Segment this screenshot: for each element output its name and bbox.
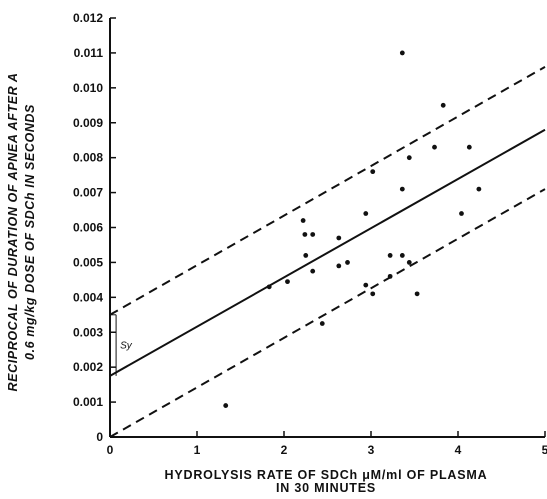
data-point <box>266 284 272 290</box>
y-tick-label: 0.011 <box>74 46 104 60</box>
data-point <box>336 235 342 241</box>
data-point <box>399 186 405 192</box>
y-axis-title-line1: RECIPROCAL OF DURATION OF APNEA AFTER A <box>6 73 20 392</box>
regression-lines <box>109 66 546 438</box>
data-point <box>303 253 309 258</box>
data-point <box>363 282 369 288</box>
data-point <box>310 268 316 274</box>
y-tick-label: 0.003 <box>73 325 103 339</box>
data-point <box>414 291 420 297</box>
data-point <box>399 253 405 258</box>
regression-line <box>109 128 546 377</box>
data-point <box>363 211 369 216</box>
data-points <box>223 50 482 408</box>
data-point <box>432 144 437 150</box>
x-axis-title-line1: HYDROLYSIS RATE OF SDCh μM/ml OF PLASMA <box>165 468 488 482</box>
x-tick-label: 3 <box>368 443 375 457</box>
data-point <box>387 273 393 279</box>
data-point <box>399 50 405 56</box>
x-tick-label: 4 <box>455 443 462 457</box>
data-point <box>300 218 306 223</box>
data-point <box>440 102 446 108</box>
y-tick-label: 0.005 <box>73 255 103 269</box>
data-point <box>336 263 342 269</box>
data-point <box>285 279 290 285</box>
y-tick-label: 0.012 <box>73 11 103 25</box>
data-point <box>466 144 472 150</box>
data-point <box>310 232 316 237</box>
y-tick-label: 0.010 <box>73 81 103 95</box>
data-point <box>476 186 482 192</box>
data-point <box>302 232 308 237</box>
data-point <box>223 403 229 408</box>
x-axis-title-line2: IN 30 MINUTES <box>276 481 376 495</box>
data-point <box>459 211 464 216</box>
y-tick-label: 0.001 <box>73 395 103 409</box>
data-point <box>345 260 350 265</box>
y-tick-label: 0.009 <box>73 116 103 130</box>
y-tick-label: 0.004 <box>73 290 103 304</box>
data-point <box>319 321 325 326</box>
upper-confidence-line <box>109 66 546 316</box>
x-tick-label: 5 <box>542 443 547 457</box>
sy-label: Sy <box>120 340 133 351</box>
lower-confidence-line <box>109 188 546 438</box>
y-tick-label: 0.008 <box>73 151 103 165</box>
x-axis: 0 1 2 3 4 5 <box>107 431 547 457</box>
y-tick-label: 0.006 <box>73 221 103 235</box>
sy-annotation: Sy <box>110 314 133 376</box>
data-point <box>387 253 393 258</box>
y-axis-title-line2: 0.6 mg/kg DOSE OF SDCh IN SECONDS <box>23 104 37 360</box>
data-point <box>370 291 376 297</box>
y-tick-label: 0 <box>96 430 103 444</box>
data-point <box>406 260 412 265</box>
y-tick-label: 0.007 <box>73 186 103 200</box>
x-tick-label: 2 <box>281 443 288 457</box>
y-tick-label: 0.002 <box>73 360 103 374</box>
data-point <box>406 155 412 161</box>
data-point <box>370 169 376 175</box>
y-axis: 0 0.001 0.002 0.003 0.004 0.005 0.006 0.007 0.00… <box>73 11 116 444</box>
x-tick-label: 0 <box>107 443 114 457</box>
x-tick-label: 1 <box>194 443 201 457</box>
